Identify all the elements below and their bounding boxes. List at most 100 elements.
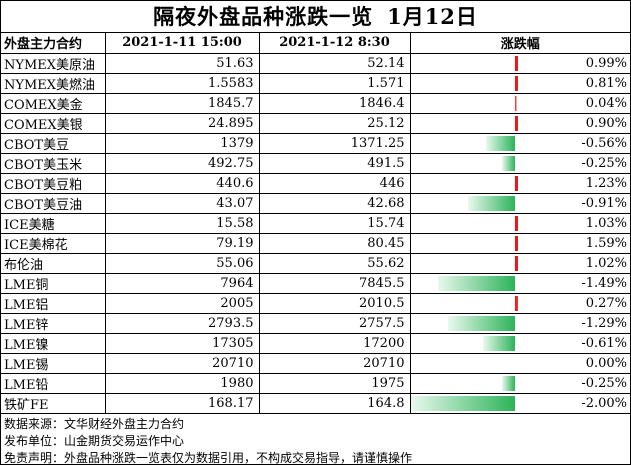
change-percent: -0.25% <box>518 372 631 394</box>
table-row: CBOT美玉米 492.75 491.5 -0.25% <box>1 152 631 174</box>
change-bar-cell <box>409 312 518 334</box>
change-bar-up <box>514 175 518 191</box>
title-date: 1月12日 <box>387 4 478 29</box>
contract-name: COMEX美银 <box>1 112 106 134</box>
change-percent: -2.00% <box>518 392 631 414</box>
change-percent: 1.23% <box>518 172 631 194</box>
change-bar-cell <box>409 332 518 354</box>
price-date1: 1379 <box>104 132 260 154</box>
change-bar-up <box>514 75 518 91</box>
contract-name: LME铅 <box>1 372 106 394</box>
footer-disclaimer: 免责声明：外盘品种涨跌一览表仅为数据引用，不构成交易指导，请谨慎操作 <box>4 450 413 465</box>
change-percent: 1.59% <box>518 232 631 254</box>
table-row: ICE美棉花 79.19 80.45 1.59% <box>1 232 631 254</box>
change-bar-up <box>514 215 518 231</box>
price-date2: 15.74 <box>258 212 411 234</box>
table-row: LME铜 7964 7845.5 -1.49% <box>1 272 631 294</box>
change-percent: 0.04% <box>518 92 631 114</box>
contract-name: NYMEX美燃油 <box>1 72 106 94</box>
change-bar-cell <box>409 212 518 234</box>
price-date2: 42.68 <box>258 192 411 214</box>
table-row: 铁矿FE 168.17 164.8 -2.00% <box>1 392 631 414</box>
contract-name: NYMEX美原油 <box>1 53 106 74</box>
contract-name: LME锌 <box>1 312 106 334</box>
header-contract: 外盘主力合约 <box>1 33 106 54</box>
change-bar-up <box>514 95 517 111</box>
table-header-row: 外盘主力合约 2021-1-11 15:00 2021-1-12 8:30 涨跌… <box>1 33 631 54</box>
change-bar-cell <box>409 92 518 114</box>
contract-name: ICE美棉花 <box>1 232 106 254</box>
price-date1: 15.58 <box>104 212 260 234</box>
quote-table: 外盘主力合约 2021-1-11 15:00 2021-1-12 8:30 涨跌… <box>1 33 631 414</box>
table-row: COMEX美银 24.895 25.12 0.90% <box>1 112 631 134</box>
price-date1: 24.895 <box>104 112 260 134</box>
price-date1: 17305 <box>104 332 260 354</box>
change-percent: 0.90% <box>518 112 631 134</box>
change-bar-up <box>514 235 518 251</box>
change-bar-cell <box>409 272 518 294</box>
table-row: LME锡 20710 20710 0.00% <box>1 352 631 374</box>
footer-publisher: 发布单位：山金期货交易运作中心 <box>4 433 185 448</box>
change-percent: 0.27% <box>518 292 631 314</box>
change-bar-down <box>447 315 515 331</box>
price-date1: 1.5583 <box>104 72 260 94</box>
change-bar-down <box>501 155 515 171</box>
footer-source: 数据来源：文华财经外盘主力合约 <box>4 416 185 431</box>
price-date2: 2757.5 <box>258 312 411 334</box>
change-bar-cell <box>409 152 518 174</box>
change-bar-down <box>437 275 515 291</box>
price-date2: 1.571 <box>258 72 411 94</box>
change-percent: -1.49% <box>518 272 631 294</box>
contract-name: 铁矿FE <box>1 392 106 414</box>
price-date1: 2005 <box>104 292 260 314</box>
price-date1: 492.75 <box>104 152 260 174</box>
price-date2: 446 <box>258 172 411 194</box>
change-percent: 0.99% <box>518 53 631 74</box>
table-row: CBOT美豆油 43.07 42.68 -0.91% <box>1 192 631 214</box>
contract-name: LME镍 <box>1 332 106 354</box>
table-row: 布伦油 55.06 55.62 1.02% <box>1 252 631 274</box>
change-bar-cell <box>409 392 518 414</box>
contract-name: LME锡 <box>1 352 106 374</box>
change-bar-cell <box>409 72 518 94</box>
price-date2: 7845.5 <box>258 272 411 294</box>
contract-name: CBOT美豆粕 <box>1 172 106 194</box>
change-percent: -0.61% <box>518 332 631 354</box>
table-row: LME铝 2005 2010.5 0.27% <box>1 292 631 314</box>
table-row: LME铅 1980 1975 -0.25% <box>1 372 631 394</box>
table-row: LME锌 2793.5 2757.5 -1.29% <box>1 312 631 334</box>
price-date2: 17200 <box>258 332 411 354</box>
contract-name: CBOT美豆 <box>1 132 106 154</box>
change-bar-down <box>482 335 515 351</box>
price-date1: 1980 <box>104 372 260 394</box>
price-date1: 20710 <box>104 352 260 374</box>
change-bar-up <box>514 115 518 131</box>
table-row: ICE美糖 15.58 15.74 1.03% <box>1 212 631 234</box>
change-bar-cell <box>409 132 518 154</box>
change-bar-cell <box>409 352 518 374</box>
change-bar-down <box>501 375 515 391</box>
change-bar-cell <box>409 172 518 194</box>
price-date1: 440.6 <box>104 172 260 194</box>
contract-name: COMEX美金 <box>1 92 106 114</box>
change-percent: -1.29% <box>518 312 631 334</box>
change-percent: 1.03% <box>518 212 631 234</box>
price-date2: 164.8 <box>258 392 411 414</box>
footer-notes: 数据来源：文华财经外盘主力合约 发布单位：山金期货交易运作中心 免责声明：外盘品… <box>1 414 630 467</box>
price-date2: 491.5 <box>258 152 411 174</box>
change-bar-down <box>467 195 515 211</box>
contract-name: ICE美糖 <box>1 212 106 234</box>
change-percent: -0.56% <box>518 132 631 154</box>
change-percent: 0.81% <box>518 72 631 94</box>
header-date2: 2021-1-12 8:30 <box>258 33 411 54</box>
contract-name: CBOT美玉米 <box>1 152 106 174</box>
price-date1: 2793.5 <box>104 312 260 334</box>
change-bar-up <box>514 295 518 311</box>
price-date1: 55.06 <box>104 252 260 274</box>
price-date2: 80.45 <box>258 232 411 254</box>
price-date2: 1846.4 <box>258 92 411 114</box>
table-row: NYMEX美原油 51.63 52.14 0.99% <box>1 53 631 74</box>
contract-name: LME铝 <box>1 292 106 314</box>
price-date2: 2010.5 <box>258 292 411 314</box>
